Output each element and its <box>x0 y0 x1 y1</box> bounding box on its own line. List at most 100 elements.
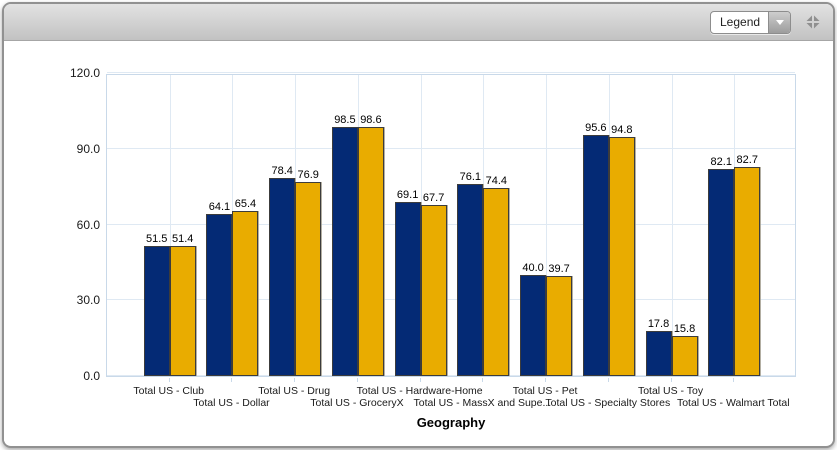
collapse-arrows-icon <box>806 15 820 29</box>
bar-with-label: 74.4 <box>483 175 510 376</box>
x-axis-category-label: Total US - Toy <box>637 385 704 397</box>
bar[interactable] <box>483 188 510 376</box>
x-axis-tick <box>670 378 672 382</box>
bar[interactable] <box>608 136 635 376</box>
bar-with-label: 76.1 <box>457 170 484 376</box>
bar-value-label: 82.7 <box>736 154 758 167</box>
bar-value-label: 76.1 <box>459 170 482 183</box>
bar-with-label: 15.8 <box>671 323 698 376</box>
x-axis-tick <box>419 378 421 382</box>
x-axis-category-label: Total US - Hardware-Home <box>356 385 483 397</box>
bar[interactable] <box>546 275 573 376</box>
bar-value-label: 67.7 <box>422 192 445 205</box>
x-axis-tick <box>168 378 170 382</box>
bar-group: 76.1 74.4 <box>457 170 510 376</box>
bar-group: 51.5 51.4 <box>143 232 196 376</box>
bar[interactable] <box>143 245 170 376</box>
bar-with-label: 17.8 <box>645 318 672 376</box>
y-axis-tick-label: 30.0 <box>76 293 100 308</box>
bar[interactable] <box>394 201 421 376</box>
x-axis-category-label: Total US - Club <box>133 385 205 397</box>
bar-with-label: 65.4 <box>232 197 259 376</box>
bar-group: 40.0 39.7 <box>520 262 573 376</box>
x-axis-category-label: Total US - MassX and Supe... <box>413 397 552 409</box>
h-gridline <box>107 147 795 149</box>
bar-with-label: 82.7 <box>734 154 761 376</box>
x-axis-category-label: Total US - GroceryX <box>310 397 404 409</box>
chart-area: 51.5 51.4 64.1 65.4 78.4 76.9 98.5 98.6 69.1 67.7… <box>4 41 833 445</box>
bar-with-label: 67.7 <box>420 192 447 376</box>
bar-with-label: 78.4 <box>269 165 296 376</box>
bar-value-label: 94.8 <box>611 123 633 136</box>
bar[interactable] <box>457 183 484 376</box>
bar-group: 64.1 65.4 <box>206 197 259 376</box>
bar-value-label: 40.0 <box>522 262 544 274</box>
x-axis-title: Geography <box>416 415 486 430</box>
bar-value-label: 95.6 <box>585 121 607 134</box>
bar[interactable] <box>232 210 259 376</box>
bar[interactable] <box>708 168 735 376</box>
bar[interactable] <box>357 127 384 376</box>
bar-group: 82.1 82.7 <box>708 154 761 376</box>
x-axis-tick <box>733 378 735 382</box>
x-axis-tick <box>294 378 296 382</box>
bar-value-label: 74.4 <box>485 175 508 188</box>
v-gridline <box>169 75 171 376</box>
x-axis-category-label: Total US - Drug <box>258 385 331 397</box>
y-axis-tick-label: 120.0 <box>69 66 100 80</box>
h-gridline <box>107 72 795 73</box>
h-gridline <box>107 375 795 376</box>
bar[interactable] <box>331 127 358 376</box>
bar-value-label: 51.4 <box>172 233 194 246</box>
bar[interactable] <box>671 336 698 376</box>
bar-with-label: 64.1 <box>206 201 233 376</box>
legend-dropdown-value[interactable]: Legend <box>720 15 761 29</box>
collapse-widget-button[interactable] <box>803 12 823 32</box>
bar-with-label: 40.0 <box>520 262 547 376</box>
bar-value-label: 98.6 <box>360 114 382 127</box>
bar-value-label: 65.4 <box>234 197 257 210</box>
bar-group: 17.8 15.8 <box>645 318 698 376</box>
bar-value-label: 64.1 <box>208 201 231 214</box>
bar-with-label: 94.8 <box>608 123 635 376</box>
bar-value-label: 51.5 <box>146 232 168 245</box>
bar-with-label: 98.5 <box>331 114 358 376</box>
bar-with-label: 95.6 <box>582 121 609 376</box>
x-axis-tick <box>482 378 484 382</box>
bar-value-label: 76.9 <box>297 168 319 181</box>
bar-value-label: 78.4 <box>271 165 293 178</box>
legend-dropdown-arrow-button[interactable] <box>768 11 790 33</box>
x-axis-tick <box>607 378 609 382</box>
bar-with-label: 76.9 <box>295 168 322 376</box>
bar[interactable] <box>645 331 672 376</box>
bar[interactable] <box>734 167 761 376</box>
bar[interactable] <box>420 205 447 376</box>
bar[interactable] <box>206 214 233 376</box>
chevron-down-icon <box>775 19 784 25</box>
bar-value-label: 98.5 <box>334 114 356 127</box>
v-gridline <box>546 75 548 376</box>
bar[interactable] <box>520 275 547 376</box>
x-axis-category-label: Total US - Specialty Stores <box>545 397 671 409</box>
bar-value-label: 39.7 <box>548 262 570 275</box>
x-axis-tick <box>356 378 358 382</box>
bar-with-label: 51.4 <box>169 233 196 376</box>
bar[interactable] <box>582 134 609 376</box>
bar-value-label: 69.1 <box>396 188 419 201</box>
y-axis-tick-label: 90.0 <box>76 141 100 156</box>
bar[interactable] <box>269 178 296 376</box>
bar-group: 69.1 67.7 <box>394 188 447 376</box>
bar[interactable] <box>295 181 322 376</box>
legend-dropdown[interactable]: Legend <box>710 10 791 34</box>
x-axis-tick <box>545 378 547 382</box>
bar-with-label: 98.6 <box>357 114 384 376</box>
y-axis-tick-label: 0.0 <box>83 369 100 383</box>
x-axis-category-label: Total US - Pet <box>512 385 578 397</box>
bar-value-label: 15.8 <box>673 323 696 336</box>
bar-with-label: 39.7 <box>546 262 573 376</box>
bar-with-label: 51.5 <box>143 232 170 376</box>
bar[interactable] <box>169 246 196 376</box>
bar-value-label: 17.8 <box>647 318 670 331</box>
y-axis-tick-label: 60.0 <box>76 217 100 232</box>
